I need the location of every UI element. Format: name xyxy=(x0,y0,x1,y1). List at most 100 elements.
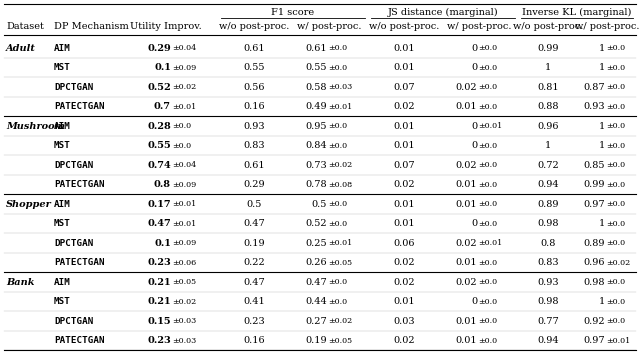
Text: ±0.0: ±0.0 xyxy=(606,220,625,228)
Text: 0.07: 0.07 xyxy=(393,161,415,170)
Text: 0.99: 0.99 xyxy=(537,44,559,53)
Text: ±0.0: ±0.0 xyxy=(478,200,497,208)
Text: 0.93: 0.93 xyxy=(243,122,265,131)
Text: Inverse KL (marginal): Inverse KL (marginal) xyxy=(522,8,632,17)
Text: 0.95: 0.95 xyxy=(305,122,327,131)
Text: ±0.0: ±0.0 xyxy=(478,317,497,325)
Text: 0: 0 xyxy=(471,297,477,306)
Text: 0.93: 0.93 xyxy=(537,278,559,287)
Text: w/o post-proc.: w/o post-proc. xyxy=(369,22,439,31)
Text: ±0.08: ±0.08 xyxy=(328,181,352,189)
Text: 0.02: 0.02 xyxy=(456,278,477,287)
Text: 0.88: 0.88 xyxy=(537,102,559,111)
Text: 0.97: 0.97 xyxy=(584,336,605,345)
Text: 0.99: 0.99 xyxy=(584,180,605,189)
Text: w/o post-proc.: w/o post-proc. xyxy=(219,22,289,31)
Text: ±0.0: ±0.0 xyxy=(328,142,347,150)
Text: w/ post-proc.: w/ post-proc. xyxy=(575,22,639,31)
Text: 0.21: 0.21 xyxy=(147,278,171,287)
Text: 0.22: 0.22 xyxy=(243,258,265,267)
Text: ±0.03: ±0.03 xyxy=(172,337,196,345)
Text: ±0.0: ±0.0 xyxy=(328,298,347,306)
Text: 0.96: 0.96 xyxy=(537,122,559,131)
Text: 0: 0 xyxy=(471,141,477,150)
Text: 1: 1 xyxy=(599,219,605,228)
Text: ±0.01: ±0.01 xyxy=(172,103,196,111)
Text: 0.01: 0.01 xyxy=(456,102,477,111)
Text: 0.61: 0.61 xyxy=(243,44,265,53)
Text: ±0.02: ±0.02 xyxy=(606,259,630,267)
Text: 1: 1 xyxy=(599,44,605,53)
Text: ±0.01: ±0.01 xyxy=(478,239,502,247)
Text: 0.47: 0.47 xyxy=(305,278,327,287)
Text: ±0.0: ±0.0 xyxy=(328,278,347,286)
Text: 0.15: 0.15 xyxy=(147,317,171,326)
Text: 0.49: 0.49 xyxy=(305,102,327,111)
Text: ±0.03: ±0.03 xyxy=(328,83,352,91)
Text: 0.1: 0.1 xyxy=(154,239,171,248)
Text: 0.02: 0.02 xyxy=(393,102,415,111)
Text: ±0.0: ±0.0 xyxy=(478,181,497,189)
Text: JS distance (marginal): JS distance (marginal) xyxy=(388,8,499,17)
Text: AIM: AIM xyxy=(54,44,71,53)
Text: 0.29: 0.29 xyxy=(243,180,265,189)
Text: 0.01: 0.01 xyxy=(393,297,415,306)
Text: 0.01: 0.01 xyxy=(456,180,477,189)
Text: 0.02: 0.02 xyxy=(393,180,415,189)
Text: ±0.0: ±0.0 xyxy=(478,161,497,169)
Text: 0.47: 0.47 xyxy=(147,219,171,228)
Text: 0: 0 xyxy=(471,219,477,228)
Text: 0.44: 0.44 xyxy=(305,297,327,306)
Text: Adult: Adult xyxy=(6,44,36,53)
Text: ±0.02: ±0.02 xyxy=(172,83,196,91)
Text: w/o post-proc.: w/o post-proc. xyxy=(513,22,583,31)
Text: 0.61: 0.61 xyxy=(305,44,327,53)
Text: 0.5: 0.5 xyxy=(312,200,327,209)
Text: Dataset: Dataset xyxy=(6,22,44,31)
Text: ±0.0: ±0.0 xyxy=(606,103,625,111)
Text: 0.01: 0.01 xyxy=(456,200,477,209)
Text: 0.52: 0.52 xyxy=(147,83,171,92)
Text: AIM: AIM xyxy=(54,200,71,209)
Text: ±0.0: ±0.0 xyxy=(328,44,347,52)
Text: ±0.0: ±0.0 xyxy=(328,122,347,130)
Text: 0.61: 0.61 xyxy=(243,161,265,170)
Text: 0.52: 0.52 xyxy=(305,219,327,228)
Text: ±0.05: ±0.05 xyxy=(172,278,196,286)
Text: DPCTGAN: DPCTGAN xyxy=(54,161,93,170)
Text: ±0.0: ±0.0 xyxy=(478,44,497,52)
Text: ±0.05: ±0.05 xyxy=(328,337,352,345)
Text: 0.01: 0.01 xyxy=(393,63,415,72)
Text: ±0.01: ±0.01 xyxy=(328,239,352,247)
Text: 0.29: 0.29 xyxy=(147,44,171,53)
Text: 0.01: 0.01 xyxy=(456,317,477,326)
Text: AIM: AIM xyxy=(54,278,71,287)
Text: ±0.0: ±0.0 xyxy=(478,220,497,228)
Text: 0.07: 0.07 xyxy=(393,83,415,92)
Text: 0.5: 0.5 xyxy=(246,200,262,209)
Text: 0.47: 0.47 xyxy=(243,278,265,287)
Text: ±0.0: ±0.0 xyxy=(478,278,497,286)
Text: Utility Improv.: Utility Improv. xyxy=(130,22,202,31)
Text: 0.01: 0.01 xyxy=(393,44,415,53)
Text: 0.87: 0.87 xyxy=(584,83,605,92)
Text: 0.98: 0.98 xyxy=(584,278,605,287)
Text: 0.23: 0.23 xyxy=(243,317,265,326)
Text: 0.17: 0.17 xyxy=(147,200,171,209)
Text: 1: 1 xyxy=(599,297,605,306)
Text: ±0.0: ±0.0 xyxy=(478,83,497,91)
Text: 0: 0 xyxy=(471,122,477,131)
Text: 0.01: 0.01 xyxy=(393,200,415,209)
Text: 0.73: 0.73 xyxy=(305,161,327,170)
Text: 0.02: 0.02 xyxy=(393,336,415,345)
Text: 0.02: 0.02 xyxy=(456,83,477,92)
Text: 1: 1 xyxy=(545,63,551,72)
Text: 0.94: 0.94 xyxy=(537,180,559,189)
Text: 0.93: 0.93 xyxy=(584,102,605,111)
Text: ±0.0: ±0.0 xyxy=(606,181,625,189)
Text: 0: 0 xyxy=(471,63,477,72)
Text: ±0.09: ±0.09 xyxy=(172,64,196,72)
Text: 0.27: 0.27 xyxy=(305,317,327,326)
Text: DPCTGAN: DPCTGAN xyxy=(54,83,93,92)
Text: 0.96: 0.96 xyxy=(584,258,605,267)
